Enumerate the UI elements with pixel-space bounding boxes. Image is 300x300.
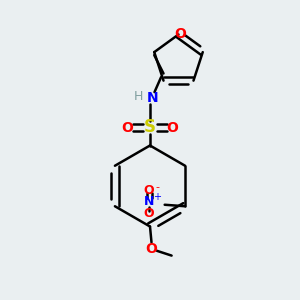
Text: O: O	[122, 121, 134, 134]
Text: +: +	[153, 192, 160, 202]
Text: O: O	[146, 242, 158, 256]
Text: N: N	[144, 195, 154, 208]
Text: N: N	[147, 91, 158, 104]
Text: H: H	[134, 90, 143, 103]
Text: O: O	[167, 121, 178, 134]
Text: O: O	[144, 184, 154, 197]
Text: O: O	[144, 207, 154, 220]
Text: S: S	[144, 118, 156, 136]
Text: O: O	[174, 28, 186, 41]
Text: -: -	[155, 182, 160, 192]
